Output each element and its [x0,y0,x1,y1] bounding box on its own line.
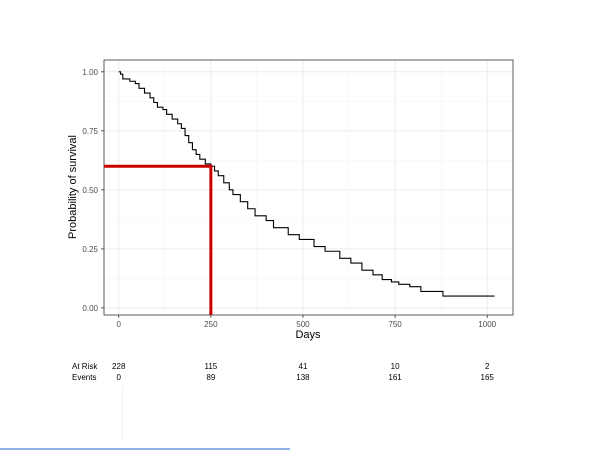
divider-line [122,385,123,440]
risk-row-label: At Risk [72,362,98,371]
y-tick-label: 0.50 [82,186,98,195]
x-tick-label: 0 [117,320,122,329]
x-tick-label: 500 [296,320,310,329]
risk-cell: 10 [391,362,400,371]
y-tick-label: 1.00 [82,68,98,77]
x-tick-label: 250 [204,320,218,329]
risk-cell: 89 [206,373,215,382]
x-tick-label: 750 [388,320,402,329]
x-axis-title: Days [295,329,321,341]
x-tick-label: 1000 [478,320,496,329]
risk-cell: 228 [112,362,126,371]
y-tick-label: 0.00 [82,304,98,313]
risk-cell: 2 [485,362,490,371]
y-tick-label: 0.25 [82,245,98,254]
risk-cell: 115 [204,362,217,371]
risk-cell: 138 [296,373,310,382]
risk-cell: 41 [299,362,308,371]
progress-bar [0,448,290,450]
y-axis-title: Probability of survival [67,135,79,239]
y-tick-label: 0.75 [82,127,98,136]
risk-row-label: Events [72,373,96,382]
axis-ticks: 0 250 500 750 1000 0.00 0.25 0.50 0.75 1.00 [82,68,496,329]
panel-border [103,59,514,316]
grid-lines [104,60,513,315]
survival-curve [118,71,495,297]
risk-cell: 0 [117,373,122,382]
risk-table: At Risk 228 115 41 10 2 Events 0 89 138 161 165 [72,362,494,382]
reference-marker [104,164,213,315]
risk-cell: 165 [481,373,495,382]
risk-cell: 161 [388,373,402,382]
